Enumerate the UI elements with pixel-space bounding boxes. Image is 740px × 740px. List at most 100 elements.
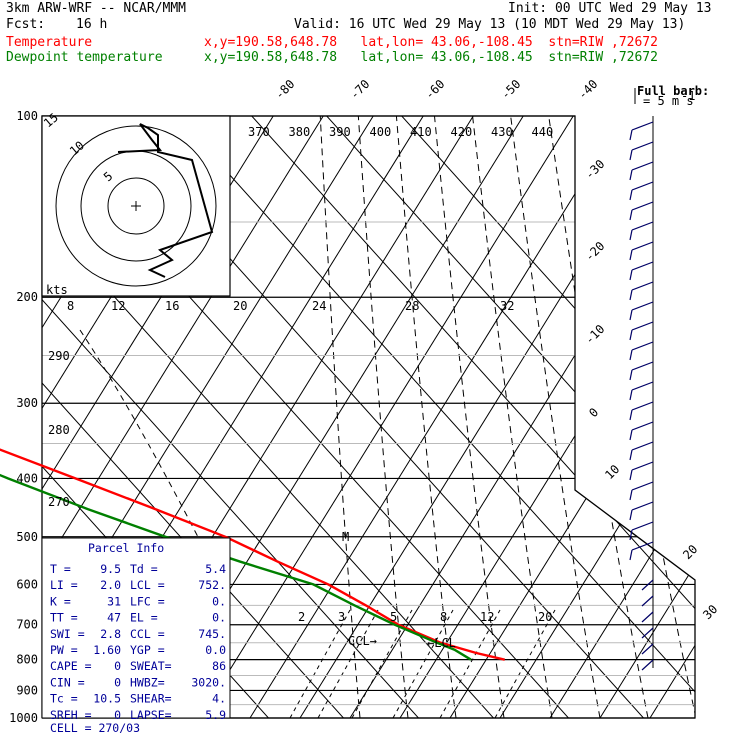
parcel-label: TT = [50, 611, 78, 625]
parcel-value: 4. [212, 692, 226, 706]
pressure-tick-label: 400 [16, 471, 38, 485]
parcel-value: 10.5 [93, 692, 121, 706]
wind-barb-flag [629, 289, 633, 301]
isotherm-label: -70 [347, 77, 372, 102]
wind-barb-flag [629, 349, 633, 361]
theta-label: 280 [48, 423, 70, 437]
wind-barb [641, 643, 654, 655]
wind-barb-flag [629, 129, 633, 141]
pressure-tick-label: 800 [16, 653, 38, 667]
theta-label: 380 [289, 125, 311, 139]
hodograph-ring [107, 177, 165, 235]
wind-barb [631, 201, 654, 211]
mixing-ratio-label: 8 [67, 299, 74, 313]
moist-adiabat [433, 116, 505, 718]
mixing-ratio-label: 5 [390, 610, 397, 624]
hodograph-ring [55, 125, 217, 287]
parcel-label: SREH = [50, 708, 92, 722]
moist-adiabat [585, 116, 695, 718]
wind-barb [631, 281, 654, 291]
wind-barb-flag [629, 369, 633, 381]
barb-legend-exponent: -1 [681, 89, 695, 103]
wind-barb [631, 121, 654, 131]
parcel-value: 47 [107, 611, 121, 625]
moist-adiabat [623, 116, 695, 718]
isotherm-label: -40 [575, 77, 600, 102]
wind-barb [631, 261, 654, 271]
wind-barb [641, 579, 654, 591]
isotherm-label: -80 [272, 77, 297, 102]
moist-adiabat [395, 116, 457, 718]
parcel-label: EL = [130, 611, 158, 625]
wind-barb [631, 321, 654, 331]
pressure-tick-label: 700 [16, 618, 38, 632]
wind-barb-flag [629, 149, 633, 161]
parcel-label: Tc = [50, 692, 78, 706]
wind-barb-flag [629, 409, 633, 421]
pressure-tick-label: 200 [16, 290, 38, 304]
parcel-label: SHEAR= [130, 692, 172, 706]
pressure-tick-label: 600 [16, 577, 38, 591]
dry-adiabat [249, 116, 624, 718]
parcel-value: 1.60 [93, 643, 121, 657]
theta-label: 430 [491, 125, 513, 139]
isotherm-label: 10 [602, 462, 622, 482]
parcel-value: 0 [114, 659, 121, 673]
lcl-label: ←LCL [427, 636, 456, 650]
wind-barb [631, 301, 654, 311]
isotherm [164, 116, 695, 718]
wind-barb [641, 611, 654, 623]
barb-legend: Full barb: [637, 84, 709, 98]
hodograph-units: kts [46, 283, 68, 297]
mixing-ratio-label: 28 [405, 299, 419, 313]
mixing-ratio-label: 20 [233, 299, 247, 313]
parcel-label: LCL = [130, 578, 165, 592]
dewpoint-legend: Dewpoint temperature [6, 50, 163, 65]
pressure-tick-label: 100 [16, 109, 38, 123]
wind-barb [641, 595, 654, 607]
wind-barb-flag [629, 309, 633, 321]
theta-label: 400 [370, 125, 392, 139]
pressure-tick-label: 500 [16, 530, 38, 544]
moist-adiabat [509, 116, 601, 718]
mixing-ratio-label: 12 [480, 610, 494, 624]
theta-label: 440 [532, 125, 554, 139]
parcel-value: 0. [212, 594, 226, 608]
isotherm [42, 116, 356, 718]
wind-barb-flag [629, 269, 633, 281]
parcel-title: Parcel Info [88, 541, 164, 555]
temperature-legend: Temperature [6, 35, 93, 50]
wind-barb [631, 361, 654, 371]
ccl-label: CCL→ [348, 634, 377, 648]
wind-barb [631, 241, 654, 251]
wind-barb-flag [629, 509, 633, 521]
parcel-label: CIN = [50, 675, 85, 689]
theta-label: 420 [451, 125, 473, 139]
wind-barb [631, 541, 654, 551]
mixing-ratio-line [289, 609, 351, 718]
isotherm-label: -50 [498, 77, 523, 102]
wind-barb [631, 501, 654, 511]
wind-barb [631, 221, 654, 231]
parcel-value: 0.0 [205, 643, 226, 657]
sounding-profiles: M CCL→ ←LCL [0, 448, 505, 661]
init-time: Init: 00 UTC Wed 29 May 13 [508, 1, 712, 16]
theta-label: 290 [48, 349, 70, 363]
parcel-label: LFC = [130, 594, 165, 608]
wind-barb [631, 421, 654, 431]
marker-m: M [342, 530, 349, 544]
parcel-value: 745. [198, 627, 226, 641]
mixing-ratio-label: 20 [538, 610, 552, 624]
mixing-ratio-line [317, 609, 379, 718]
wind-barb-flag [629, 329, 633, 341]
isotherm-label: 30 [700, 602, 720, 622]
isotherm [42, 116, 506, 718]
isotherm [314, 116, 695, 718]
dry-adiabat [499, 116, 695, 718]
parcel-value: 86 [212, 659, 226, 673]
dry-adiabat [399, 116, 695, 718]
wind-barb-flag [629, 389, 633, 401]
pressure-tick-label: 1000 [9, 711, 38, 725]
